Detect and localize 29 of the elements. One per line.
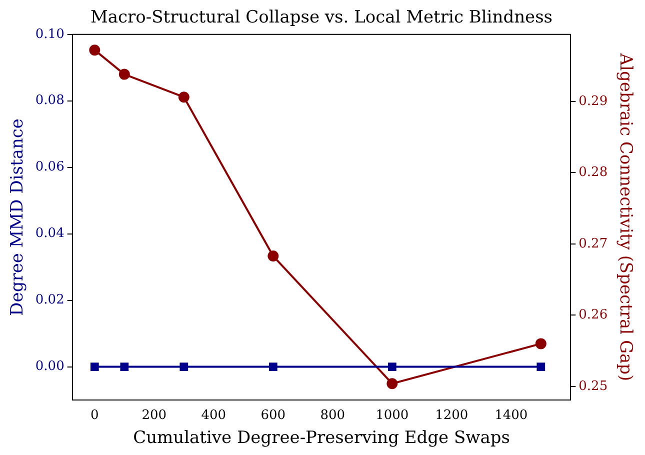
x-tick-label: 0 [90,408,99,424]
y-tick-label: 0.04 [35,226,64,242]
x-tick-label: 600 [260,408,286,424]
x-tick-label: 400 [201,408,226,424]
y-tick-label: 0.10 [35,26,64,42]
y-tick-label: 0.00 [35,359,64,374]
point [118,68,130,80]
x-axis-title: Cumulative Degree-Preserving Edge Swaps [133,428,510,448]
y-tick-label: 0.02 [35,292,64,308]
y2-tick-label: 0.28 [578,165,608,180]
y2-tick-label: 0.25 [578,378,608,394]
x-tick-label: 800 [320,408,346,424]
y2-tick-label: 0.26 [578,308,608,323]
chart-title: Macro-Structural Collapse vs. Local Metric Blindness [90,8,553,28]
point [535,338,546,350]
x-tick-label: 200 [142,408,167,424]
y-tick-label: 0.06 [35,160,64,175]
y2-axis-title: Algebraic Connectivity (Spectral Gap) [615,52,636,382]
point [178,92,190,103]
x-tick-label: 1000 [376,408,409,424]
point [89,44,100,56]
x-tick-label: 1200 [435,408,468,424]
y2-tick-label: 0.27 [578,236,608,252]
x-tick-label: 1400 [494,408,528,424]
y2-tick-label: 0.29 [578,94,608,109]
point [386,378,398,390]
point [268,250,279,262]
y-axis-title: Degree MMD Distance [8,118,28,316]
y-tick-label: 0.08 [35,93,64,108]
